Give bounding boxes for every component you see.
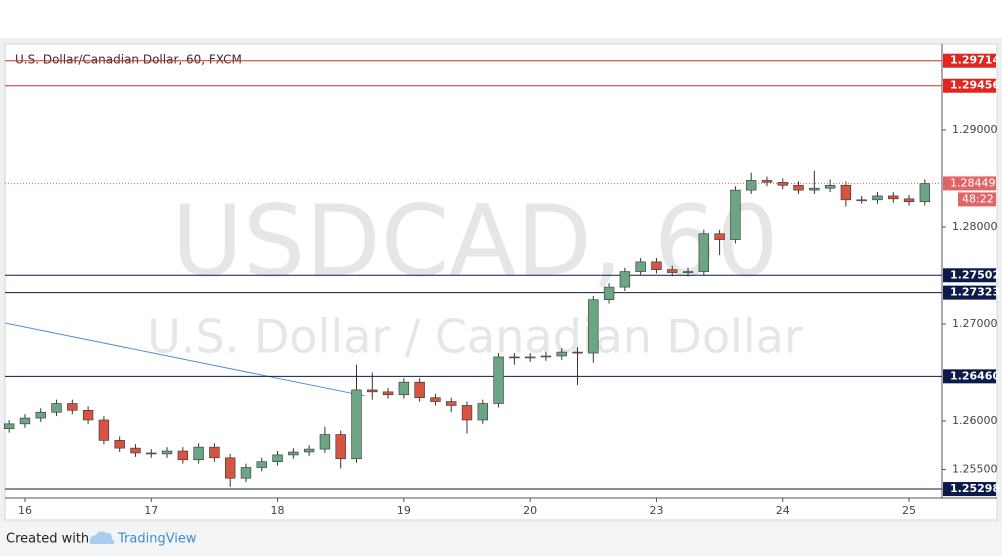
x-tick-label: 16: [18, 504, 32, 517]
x-tick-label: 19: [397, 504, 411, 517]
candle-body: [809, 187, 820, 191]
candle-body: [446, 401, 457, 406]
candle-body: [98, 419, 110, 441]
level-label: 1.25298: [950, 482, 1000, 495]
countdown-box: [958, 192, 996, 207]
level-label: 1.27323: [950, 286, 1000, 299]
candle-body: [224, 457, 236, 479]
logo: [89, 531, 115, 544]
x-tick-label: 23: [649, 504, 663, 517]
trend-line: [4, 322, 365, 397]
candle-body: [335, 434, 346, 460]
x-tick-label: 18: [271, 504, 285, 517]
candle-body: [540, 355, 552, 358]
candle-body: [193, 446, 204, 461]
candle-body: [240, 467, 252, 479]
level-label: 1.26460: [950, 369, 1000, 382]
candle-body: [319, 434, 331, 450]
candle-body: [651, 261, 662, 270]
watermark: USDCAD, 60: [171, 185, 778, 299]
panel: [4, 43, 998, 521]
candle-body: [667, 269, 678, 273]
y-tick-label: 1.29000: [952, 123, 998, 136]
candle-body: [856, 199, 867, 202]
x-tick-label: 25: [902, 504, 916, 517]
candle-body: [698, 233, 710, 272]
y-tick-label: 1.27000: [952, 317, 998, 330]
candle-body: [367, 389, 378, 393]
candle-body: [161, 450, 173, 455]
level-label-box: [943, 482, 996, 497]
candle-body: [51, 403, 62, 413]
candle-body: [493, 356, 504, 404]
candle-body: [824, 184, 836, 189]
candle-body: [919, 183, 931, 203]
level-label: 1.27502: [950, 268, 1000, 281]
candle-body: [288, 451, 299, 456]
candle-body: [840, 184, 852, 201]
candle-body: [903, 198, 915, 203]
brand[interactable]: TradingView: [117, 532, 197, 547]
candle-body: [398, 381, 410, 396]
chart-title: U.S. Dollar/Canadian Dollar, 60, FXCM: [15, 53, 242, 67]
watermark-subtitle: U.S. Dollar / Canadian Dollar: [147, 310, 803, 364]
level-label-box: [943, 53, 996, 68]
candle-body: [209, 446, 220, 459]
candle-body: [730, 189, 741, 240]
candle-body: [682, 271, 694, 273]
candle-body: [524, 356, 536, 359]
price-label-box: [943, 176, 996, 191]
candle-body: [872, 195, 883, 201]
price-label: 1.28449: [950, 176, 996, 189]
candle-body: [603, 286, 615, 301]
candle-body: [82, 409, 94, 421]
candle-body: [461, 405, 473, 421]
candle-body: [19, 417, 31, 425]
countdown: 48:22: [962, 192, 994, 205]
candle-body: [303, 448, 315, 453]
candle-body: [619, 271, 631, 288]
candle-body: [888, 195, 899, 200]
level-label-box: [943, 285, 996, 300]
candle-body: [477, 403, 488, 421]
candle-body: [382, 391, 394, 396]
candle-body: [67, 403, 78, 411]
candle-body: [272, 454, 283, 462]
candle-body: [714, 233, 725, 240]
candle-body: [745, 180, 757, 191]
footer: [0, 522, 1002, 556]
candle-body: [588, 299, 599, 354]
candle-body: [3, 423, 15, 430]
level-label-box: [943, 78, 996, 93]
x-tick-label: 24: [776, 504, 790, 517]
level-label-box: [943, 369, 996, 384]
candle-body: [114, 440, 125, 449]
candle-body: [177, 450, 189, 461]
level-label: 1.29456: [950, 79, 1000, 92]
candle-body: [556, 351, 567, 357]
level-label-box: [943, 268, 996, 283]
candle-body: [761, 180, 773, 183]
candle-body: [35, 411, 46, 419]
candle-body: [509, 356, 520, 359]
y-tick-label: 1.26000: [952, 414, 998, 427]
candle-body: [430, 397, 441, 402]
candle-body: [572, 351, 583, 354]
candle-body: [793, 184, 804, 191]
x-tick-label: 17: [144, 504, 158, 517]
candle-body: [146, 452, 157, 455]
candle-body: [635, 261, 646, 272]
candle-body: [130, 447, 141, 454]
x-tick-label: 20: [523, 504, 537, 517]
y-tick-label: 1.28000: [952, 220, 998, 233]
candle-body: [351, 389, 362, 460]
candle-body: [256, 461, 267, 468]
y-tick-label: 1.25500: [952, 462, 998, 475]
footer-text: Created with: [6, 532, 89, 547]
candle-body: [414, 381, 425, 398]
level-label: 1.29714: [950, 54, 1000, 67]
